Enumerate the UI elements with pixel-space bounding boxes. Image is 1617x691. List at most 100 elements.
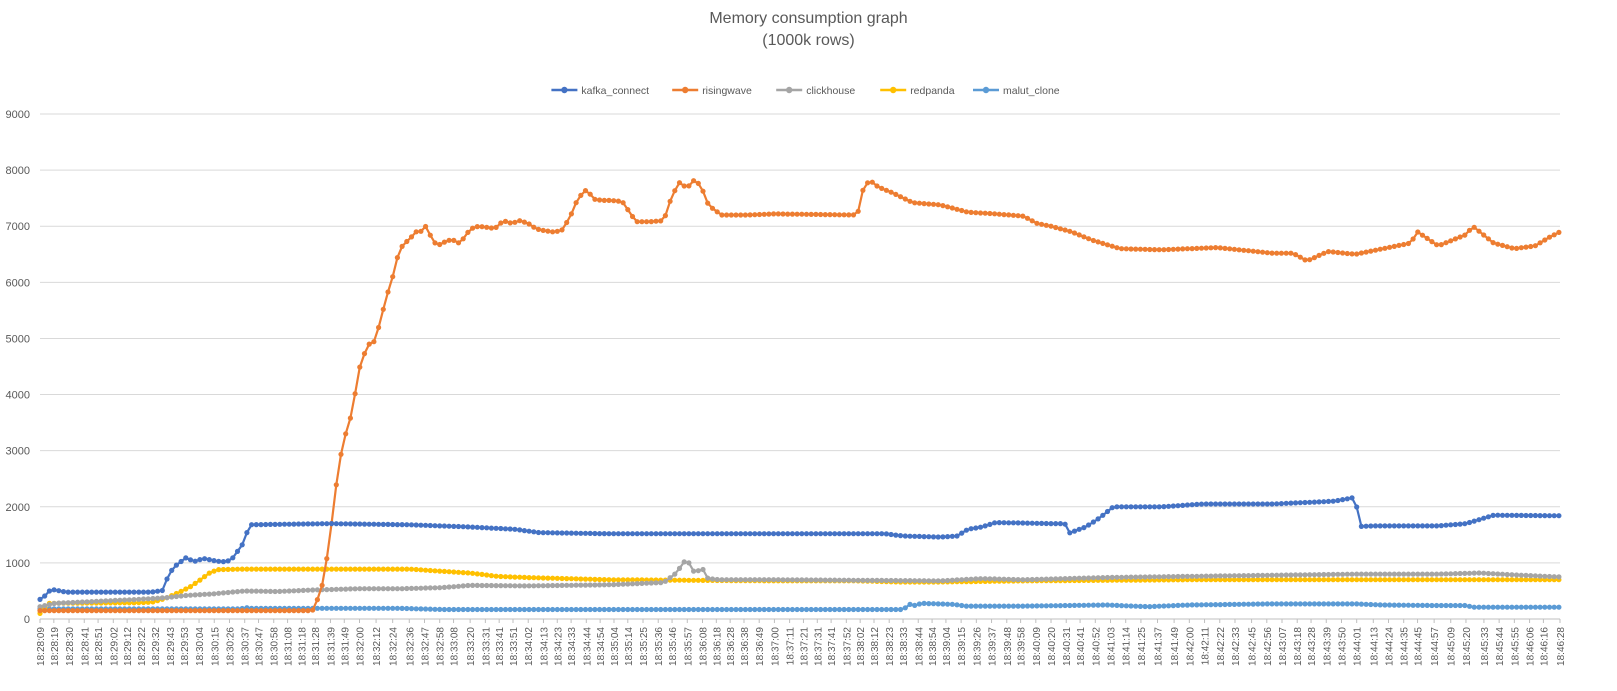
data-point [75, 599, 81, 605]
data-point [1466, 519, 1473, 526]
data-point [1269, 572, 1275, 578]
x-tick-label: 18:37:11 [786, 627, 797, 666]
data-point [733, 577, 739, 583]
data-point [1194, 602, 1200, 608]
data-point [131, 597, 137, 603]
data-point [507, 526, 513, 532]
data-point [850, 577, 857, 583]
x-tick-label: 18:45:55 [1510, 627, 1521, 666]
data-point [926, 201, 932, 207]
data-point [1358, 523, 1364, 530]
data-point [803, 606, 810, 613]
data-point [1518, 577, 1524, 583]
data-point [780, 606, 786, 613]
data-point [1528, 573, 1534, 579]
data-point [234, 589, 241, 595]
data-point [1241, 501, 1247, 507]
data-point [719, 212, 725, 218]
x-tick-label: 18:36:49 [755, 627, 766, 666]
data-point [620, 606, 626, 613]
data-point [1344, 601, 1350, 607]
data-point [263, 588, 269, 594]
data-point [1062, 227, 1068, 233]
x-tick-label: 18:39:37 [988, 627, 999, 666]
data-point [742, 606, 749, 613]
data-point [526, 606, 532, 613]
data-point [789, 606, 796, 613]
data-point [1321, 601, 1327, 607]
data-point [902, 533, 908, 539]
legend-item-risingwave: risingwave [672, 85, 752, 97]
data-point [376, 521, 382, 527]
data-point [827, 577, 833, 583]
data-point [554, 606, 560, 613]
data-point [1043, 222, 1049, 228]
data-point [1175, 573, 1181, 580]
x-tick-label: 18:34:13 [539, 627, 550, 666]
data-point [1067, 602, 1073, 609]
data-point [733, 212, 739, 218]
data-point [65, 608, 71, 614]
data-point [700, 577, 706, 584]
data-point [1443, 522, 1449, 528]
data-point [724, 212, 730, 218]
data-point [1452, 236, 1458, 242]
data-point [98, 598, 104, 604]
data-point [1495, 604, 1501, 610]
data-point [780, 211, 786, 217]
data-point [1344, 250, 1350, 257]
data-point [1509, 604, 1515, 610]
data-point [1358, 571, 1364, 577]
data-point [841, 577, 847, 583]
x-tick-label: 18:37:52 [842, 627, 853, 666]
data-point [771, 606, 777, 613]
data-point [582, 530, 589, 536]
data-point [1499, 577, 1506, 583]
data-point [916, 578, 923, 584]
data-point [879, 185, 885, 191]
data-point [705, 575, 711, 581]
data-point [1485, 604, 1491, 610]
data-point [620, 581, 626, 587]
data-point [1372, 602, 1379, 608]
data-point [178, 593, 184, 599]
data-point [653, 531, 659, 537]
data-point [1302, 577, 1308, 583]
chart-subtitle: (1000k rows) [762, 32, 855, 49]
data-point [352, 566, 358, 572]
data-point [1546, 573, 1553, 580]
x-tick-label: 18:42:56 [1263, 627, 1274, 666]
data-point [738, 606, 744, 613]
data-point [803, 531, 810, 537]
data-point [1024, 577, 1031, 583]
data-point [1293, 572, 1299, 578]
data-point [1471, 577, 1477, 583]
data-point [1354, 577, 1360, 583]
data-point [860, 577, 866, 583]
data-point [1377, 246, 1383, 252]
data-point [206, 608, 212, 614]
data-point [465, 582, 471, 589]
data-point [912, 578, 918, 584]
data-point [437, 606, 443, 613]
data-point [1495, 512, 1501, 518]
data-point [1057, 226, 1063, 232]
x-tick-label: 18:37:31 [813, 627, 824, 666]
data-point [394, 522, 400, 528]
data-point [850, 212, 857, 218]
data-point [230, 608, 236, 614]
data-point [667, 606, 673, 613]
data-point [1316, 252, 1322, 258]
data-point [155, 595, 161, 601]
data-point [1504, 244, 1510, 250]
data-point [1514, 604, 1520, 610]
x-tick-label: 18:44:57 [1430, 627, 1441, 666]
data-point [860, 187, 866, 193]
data-point [1307, 601, 1313, 607]
data-point [107, 598, 114, 604]
data-point [1311, 601, 1317, 607]
data-point [305, 521, 311, 527]
data-point [785, 211, 791, 217]
data-point [963, 603, 970, 609]
data-point [846, 606, 852, 613]
